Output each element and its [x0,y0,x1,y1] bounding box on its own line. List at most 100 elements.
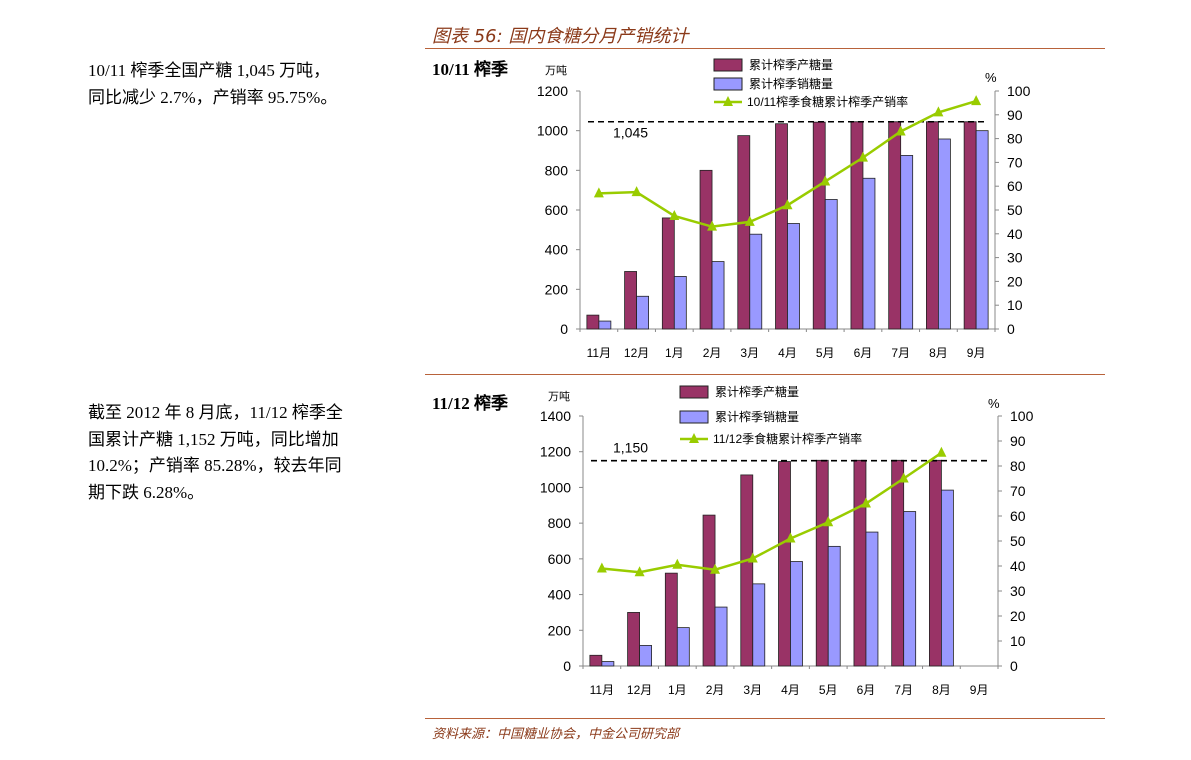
y-tick-label: 600 [548,551,572,567]
rate-point-triangle [860,497,871,508]
production-bar [664,572,678,667]
x-tick-label: 8月 [929,346,948,360]
summary-line: 截至 2012 年 8 月底，11/12 榨季全 [88,403,343,422]
production-bar [850,121,864,330]
summary-line: 国累计产糖 1,152 万吨，同比增加 [88,429,339,449]
y2-tick-label: 0 [1007,321,1015,337]
sales-bar [711,261,725,330]
y2-tick-label: 10 [1010,633,1026,649]
sales-bar [824,199,838,330]
production-bar [891,459,905,667]
summary-1011: 10/11 榨季全国产糖 1,045 万吨， 同比减少 2.7%，产销率 95.… [88,58,337,111]
x-tick-label: 2月 [706,683,725,697]
x-tick-label: 12月 [624,346,649,360]
x-tick-label: 8月 [932,683,951,697]
production-bar [929,459,942,667]
source-note: 资料来源：中国糖业协会，中金公司研究部 [432,727,680,742]
rate-point-triangle [710,563,721,574]
x-tick-label: 9月 [970,683,989,697]
legend-label-production: 累计榨季产糖量 [715,384,799,399]
y2-tick-label: 90 [1007,107,1023,123]
x-tick-label: 7月 [894,683,913,697]
sales-bar [752,583,766,667]
production-bar [627,612,640,667]
x-tick-label: 4月 [781,683,800,697]
legend-swatch-production [679,385,709,399]
sales-bar [865,531,879,667]
x-tick-label: 2月 [703,346,722,360]
summary-line: 10.2%；产销率 85.28%，较去年同 [88,456,342,475]
y-tick-label: 600 [545,202,569,218]
y2-tick-label: 10 [1007,297,1023,313]
rate-point-triangle [596,562,607,573]
rate-point-triangle [933,106,944,117]
y2-tick-label: 20 [1007,273,1023,289]
production-bar [624,271,637,330]
y2-tick-label: 80 [1010,458,1026,474]
y-axis-unit: 万吨 [545,64,567,77]
x-tick-label: 5月 [816,346,835,360]
legend-triangle-icon [689,433,699,443]
sales-bar [975,130,989,330]
y2-tick-label: 70 [1010,483,1026,499]
sales-bar [900,155,914,330]
y-tick-label: 0 [560,321,568,337]
rate-point-triangle [782,199,793,210]
sales-bar [636,295,649,330]
y2-tick-label: 30 [1007,250,1023,266]
sales-bar [862,177,876,330]
y2-tick-label: 60 [1010,508,1026,524]
x-tick-label: 4月 [778,346,797,360]
sales-bar [790,561,803,667]
sales-bar [714,606,728,667]
sales-bar [598,320,612,330]
sales-bar [601,661,615,667]
sales-bar [639,645,652,667]
legend-label-sales: 累计榨季销糖量 [715,409,799,424]
legend-label-rate: 11/12季食糖累计榨季产销率 [713,431,862,446]
x-tick-label: 12月 [627,683,652,697]
legend-swatch-sales [679,410,709,424]
legend-triangle-icon [723,96,733,106]
production-bar [775,123,788,330]
y2-tick-label: 40 [1007,226,1023,242]
legend-swatch-sales [713,77,743,91]
y2-tick-label: 60 [1007,178,1023,194]
sales-bar [673,276,687,330]
y2-tick-label: 100 [1007,83,1031,99]
season-label-1011: 10/11 榨季 [432,60,509,79]
x-tick-label: 6月 [857,683,876,697]
y-tick-label: 200 [548,622,572,638]
x-tick-label: 3月 [740,346,759,360]
y-tick-label: 800 [545,162,569,178]
y2-tick-label: 0 [1010,658,1018,674]
y2-tick-label: 80 [1007,131,1023,147]
production-bar [661,217,675,330]
y2-tick-label: 40 [1010,558,1026,574]
figure-title: 图表 56: 国内食糖分月产销统计 [432,26,689,47]
production-bar [740,474,754,667]
sales-bar [941,489,954,667]
rate-point-triangle [895,125,906,136]
y2-tick-label: 50 [1007,202,1023,218]
rate-point-triangle [672,558,683,569]
y-tick-label: 400 [545,242,569,258]
rate-point-triangle [631,186,642,197]
x-tick-label: 3月 [743,683,762,697]
y2-tick-label: 30 [1010,583,1026,599]
y-tick-label: 0 [563,658,571,674]
chart-divider [425,374,1105,375]
production-bar [815,459,829,667]
y2-tick-label: 100 [1010,408,1034,424]
legend-swatch-production [713,58,743,72]
rate-point-triangle [747,552,758,563]
y-tick-label: 1400 [540,408,571,424]
rate-point-triangle [707,220,718,231]
legend-label-production: 累计榨季产糖量 [749,57,833,72]
x-tick-label: 5月 [819,683,838,697]
y2-tick-label: 70 [1007,154,1023,170]
y-tick-label: 1000 [540,479,571,495]
x-tick-label: 11月 [587,346,611,360]
production-bar [888,121,902,330]
sales-bar [787,223,800,330]
